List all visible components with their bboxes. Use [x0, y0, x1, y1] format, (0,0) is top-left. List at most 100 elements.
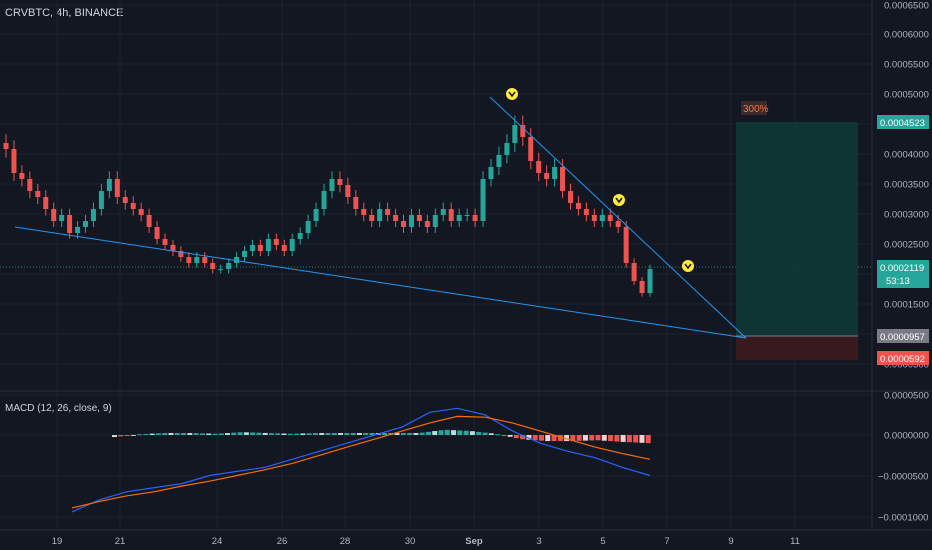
- macd-histogram-bar: [495, 434, 501, 436]
- macd-histogram: [112, 429, 651, 444]
- macd-histogram-bar: [181, 432, 187, 435]
- macd-histogram-bar: [532, 435, 538, 441]
- candle: [536, 161, 542, 173]
- candle: [353, 197, 359, 209]
- macd-histogram-bar: [520, 435, 526, 440]
- candle: [210, 263, 216, 269]
- candle: [591, 215, 597, 221]
- lower-trendline[interactable]: [14, 226, 747, 339]
- price-axis-tick: 0.0005000: [884, 90, 929, 101]
- candle: [432, 215, 438, 227]
- macd-histogram-bar: [438, 430, 444, 435]
- macd-histogram-bar: [626, 435, 632, 443]
- candle: [265, 239, 271, 251]
- time-axis-tick: 11: [790, 536, 800, 547]
- macd-histogram-bar: [369, 432, 375, 435]
- macd-histogram-bar: [538, 435, 544, 441]
- macd-histogram-bar: [633, 435, 639, 443]
- candle: [496, 155, 502, 167]
- macd-histogram-bar: [589, 435, 595, 441]
- price-axis[interactable]: 0.0006500 0.0006000 0.0005500 0.0005000 0.00…: [884, 1, 929, 371]
- macd-histogram-bar: [476, 431, 482, 435]
- macd-histogram-bar: [645, 435, 651, 444]
- macd-histogram-bar: [312, 433, 318, 435]
- macd-histogram-bar: [174, 432, 180, 435]
- candle: [480, 179, 486, 221]
- arrow-marker-icon: [682, 260, 694, 272]
- macd-histogram-bar: [356, 432, 362, 435]
- candle: [98, 191, 104, 209]
- candle: [43, 197, 49, 209]
- macd-histogram-bar: [250, 432, 256, 435]
- price-axis-tick: 0.0003000: [884, 210, 929, 221]
- price-axis-tick: 0.0004000: [884, 150, 929, 161]
- entry-price-tag: 0.0000957: [877, 329, 929, 343]
- loss-zone[interactable]: [736, 336, 858, 360]
- candle: [289, 239, 295, 251]
- price-axis-tick: 0.0003500: [884, 180, 929, 191]
- macd-histogram-bar: [149, 433, 155, 435]
- candle: [520, 125, 526, 137]
- macd-histogram-bar: [469, 431, 475, 435]
- candle: [567, 191, 573, 203]
- macd-histogram-bar: [501, 435, 507, 436]
- candle: [313, 209, 319, 221]
- macd-axis-tick: −0.0000500: [878, 472, 928, 483]
- candle: [424, 221, 430, 227]
- macd-histogram-bar: [268, 433, 274, 435]
- macd-line: [71, 407, 651, 513]
- macd-histogram-bar: [614, 435, 620, 442]
- macd-histogram-bar: [451, 430, 457, 435]
- target-price-tag: 0.0004523: [877, 115, 929, 129]
- candle: [106, 179, 112, 191]
- candle: [3, 143, 9, 149]
- candle: [194, 257, 200, 263]
- macd-axis-tick: 0.0000500: [884, 391, 929, 402]
- macd-histogram-bar: [306, 433, 312, 435]
- macd-histogram-bar: [218, 433, 224, 435]
- macd-histogram-bar: [425, 431, 431, 435]
- macd-histogram-bar: [413, 432, 419, 435]
- candle: [202, 257, 208, 263]
- macd-histogram-bar: [601, 435, 607, 441]
- candle: [440, 209, 446, 215]
- macd-histogram-bar: [545, 435, 551, 442]
- macd-histogram-bar: [187, 432, 193, 435]
- time-axis-tick: 21: [115, 536, 126, 547]
- macd-histogram-bar: [199, 433, 205, 435]
- macd-histogram-bar: [432, 431, 438, 435]
- macd-histogram-bar: [620, 435, 626, 442]
- time-axis-tick: 5: [600, 536, 605, 547]
- candle: [186, 257, 192, 263]
- countdown-timer: 53:13: [886, 276, 910, 287]
- candle: [130, 203, 136, 209]
- macd-histogram-bar: [319, 432, 325, 435]
- macd-histogram-bar: [582, 435, 588, 441]
- macd-histogram-bar: [576, 435, 582, 441]
- time-axis-tick: 19: [52, 536, 63, 547]
- macd-indicator-label[interactable]: MACD (12, 26, close, 9): [5, 403, 112, 414]
- price-axis-tick: 0.0001500: [884, 300, 929, 311]
- svg-text:0.0000592: 0.0000592: [880, 354, 925, 365]
- macd-histogram-bar: [168, 432, 174, 435]
- candle: [456, 215, 462, 221]
- svg-text:0.0004523: 0.0004523: [880, 118, 925, 129]
- macd-histogram-bar: [551, 435, 557, 442]
- price-axis-tick: 0.0006500: [884, 1, 929, 12]
- time-axis-tick: 26: [277, 536, 288, 547]
- profit-zone[interactable]: [736, 122, 858, 336]
- symbol-title[interactable]: CRVBTC, 4h, BINANCE: [5, 7, 124, 19]
- macd-histogram-bar: [130, 434, 136, 436]
- time-axis[interactable]: 19 21 24 26 28 30 Sep 3 5 7 9 11: [52, 536, 800, 547]
- candle: [146, 215, 152, 227]
- candle: [448, 209, 454, 221]
- candle: [337, 179, 343, 185]
- signal-line: [71, 415, 651, 509]
- macd-axis[interactable]: 0.0000500 0.0000000 −0.0000500 −0.0001000: [878, 391, 929, 524]
- candle: [512, 125, 518, 143]
- upper-trendline[interactable]: [489, 96, 747, 339]
- candle: [464, 215, 470, 216]
- macd-histogram-bar: [225, 433, 231, 435]
- macd-histogram-bar: [570, 435, 576, 442]
